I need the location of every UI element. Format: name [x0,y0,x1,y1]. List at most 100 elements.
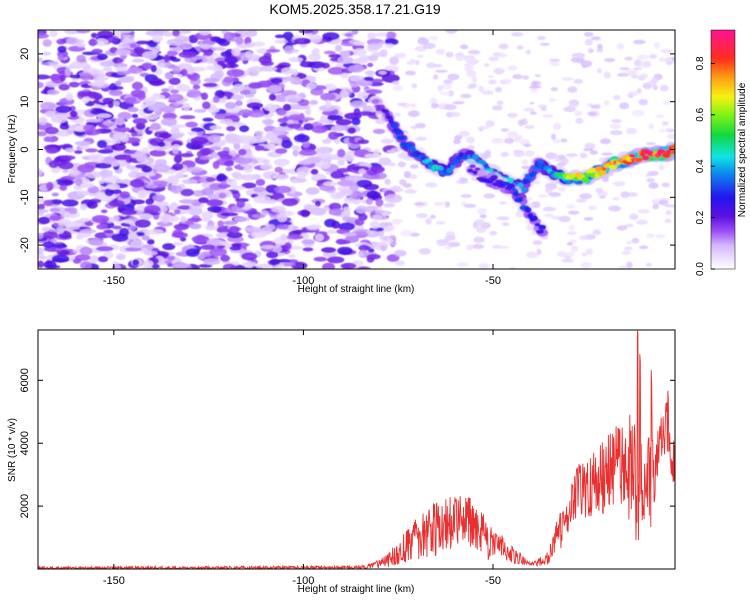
spectrogram-noise-cell [171,232,188,239]
spectrogram-noise-cell [322,32,340,41]
spectrogram-noise-cell [507,131,518,138]
spectrogram-noise-cell [517,119,524,127]
spectrogram-noise-cell [367,32,376,40]
spectrogram-noise-cell [206,238,222,247]
spectrogram-noise-cell [558,215,571,223]
y-tick-label: 0 [19,146,31,152]
spectrogram-noise-cell [123,218,134,224]
spectrogram-noise-cell [375,32,388,37]
spectrogram-noise-cell [560,157,569,165]
colorbar-tick-label: 0.0 [695,262,706,276]
y-tick-label: -20 [19,237,31,253]
spectrogram-noise-cell [148,80,166,86]
spectrogram-noise-cell [648,182,659,189]
spectrogram-noise-cell [194,46,202,51]
spectrogram-noise-cell [169,89,180,94]
spectrogram-noise-cell [411,83,418,89]
spectrogram-noise-cell [529,85,542,89]
spectrogram-noise-cell [235,100,243,107]
spectrogram-noise-cell [464,203,477,208]
spectrogram-noise-cell [331,220,341,229]
y-tick-label: 4000 [19,431,31,455]
spectrogram-noise-cell [163,54,170,63]
spectrogram-noise-cell [64,147,76,153]
spectrogram-noise-cell [500,79,512,84]
spectrogram-noise-cell [218,192,227,199]
spectrogram-noise-cell [539,42,551,46]
spectrogram-noise-cell [115,253,126,261]
spectrogram-noise-cell [453,138,461,145]
spectrogram-noise-cell [464,57,478,63]
spectrogram-noise-cell [548,192,562,197]
spectrogram-noise-cell [85,148,98,153]
spectrogram-noise-cell [586,248,594,255]
spectrogram-noise-cell [281,139,293,149]
spectrogram-noise-cell [187,131,198,136]
spectrogram-noise-cell [271,205,286,213]
spectrogram-noise-cell [255,263,272,269]
spectrogram-noise-cell [314,200,321,207]
spectrogram-noise-cell [282,262,296,267]
spectrogram-noise-cell [274,34,285,39]
spectrogram-noise-cell [258,55,272,64]
spectrogram-noise-cell [68,207,78,215]
spectrogram-noise-cell [66,226,81,230]
y-tick-label: 10 [19,96,31,108]
spectrogram-noise-cell [353,41,366,46]
spectrogram-noise-cell [460,93,472,99]
spectrogram-noise-cell [164,72,174,80]
spectrogram-noise-cell [244,51,253,59]
spectrogram-noise-cell [224,133,240,143]
spectrogram-noise-cell [220,212,239,217]
spectrogram-noise-cell [346,156,355,162]
spectrogram-noise-cell [376,206,383,211]
spectrogram-noise-cell [119,191,131,199]
spectrogram-noise-cell [321,62,330,69]
spectrogram-noise-cell [409,164,419,169]
spectrogram-noise-cell [358,252,365,257]
spectrogram-noise-cell [132,118,148,125]
spectrogram-noise-cell [666,133,675,139]
spectrogram-noise-cell [250,231,267,238]
spectrogram-noise-cell [288,56,303,63]
spectrogram-noise-cell [407,188,413,193]
spectrogram-noise-cell [167,255,176,261]
spectrogram-noise-cell [356,91,369,100]
spectrogram-noise-cell [553,138,561,144]
spectrogram-noise-cell [624,246,633,251]
spectrogram-noise-cell [219,154,233,160]
spectrogram-noise-cell [529,101,535,105]
spectrogram-noise-cell [540,107,547,112]
spectrogram-noise-cell [118,227,130,237]
spectrogram-noise-cell [437,85,443,92]
spectrogram-noise-cell [160,117,178,126]
spectrogram-noise-cell [66,37,79,46]
spectrogram-noise-cell [291,145,301,151]
spectrogram-noise-cell [609,130,623,136]
spectrogram-signal-cell [450,164,456,169]
spectrogram-noise-cell [515,211,525,218]
spectrogram-noise-cell [337,159,345,166]
colorbar-tick-label: 0.8 [695,56,706,70]
spectrogram-noise-cell [431,102,439,109]
spectrogram-noise-cell [619,102,630,110]
spectrogram-noise-cell [383,203,396,208]
spectrogram-noise-cell [41,51,52,56]
spectrogram-noise-cell [243,166,253,173]
spectrogram-noise-cell [232,84,246,92]
spectrogram-noise-cell [298,99,310,107]
spectrogram-noise-cell [83,124,96,132]
spectrogram-noise-cell [181,178,198,185]
spectrogram-noise-cell [590,36,602,41]
spectrogram-noise-cell [665,127,672,132]
spectrogram-signal-cell [670,149,675,155]
spectrogram-noise-cell [187,88,201,98]
spectrogram-noise-cell [663,99,671,106]
spectrogram-noise-cell [96,53,108,61]
spectrogram-noise-cell [113,126,131,133]
spectrogram-noise-cell [88,237,104,246]
spectrogram-noise-cell [167,50,179,56]
spectrogram-noise-cell [627,192,638,197]
spectrogram-noise-cell [653,42,661,49]
colorbar-ticks: 0.0 0.2 0.4 0.6 0.8 [695,56,715,276]
